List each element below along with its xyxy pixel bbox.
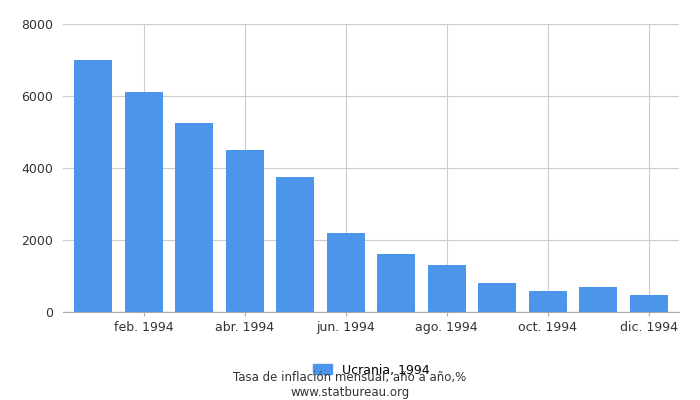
Bar: [377, 254, 415, 312]
Bar: [226, 150, 264, 312]
Bar: [580, 287, 617, 312]
Bar: [428, 265, 466, 312]
Text: Tasa de inflación mensual, año a año,%: Tasa de inflación mensual, año a año,%: [233, 372, 467, 384]
Bar: [528, 291, 567, 312]
Bar: [478, 283, 516, 312]
Legend: Ucrania, 1994: Ucrania, 1994: [308, 358, 434, 382]
Bar: [630, 296, 668, 312]
Bar: [327, 233, 365, 312]
Text: www.statbureau.org: www.statbureau.org: [290, 386, 410, 399]
Bar: [276, 177, 314, 312]
Bar: [125, 92, 162, 312]
Bar: [175, 123, 214, 312]
Bar: [74, 60, 112, 312]
